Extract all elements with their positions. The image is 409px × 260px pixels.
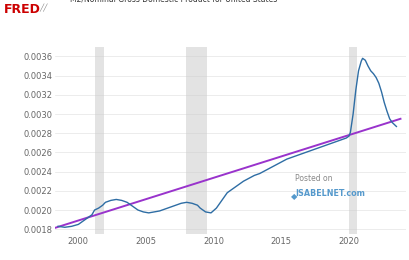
Legend: M2/Nominal Gross Domestic Product for United States: M2/Nominal Gross Domestic Product for Un…	[56, 0, 277, 3]
Bar	[95, 47, 104, 234]
Text: Posted on: Posted on	[295, 174, 332, 184]
Text: ISABELNET.com: ISABELNET.com	[295, 190, 364, 198]
Text: ╱╱: ╱╱	[39, 4, 47, 12]
Bar	[185, 47, 207, 234]
Text: ◆: ◆	[290, 192, 297, 201]
Bar	[348, 47, 356, 234]
Text: FRED: FRED	[4, 3, 41, 16]
